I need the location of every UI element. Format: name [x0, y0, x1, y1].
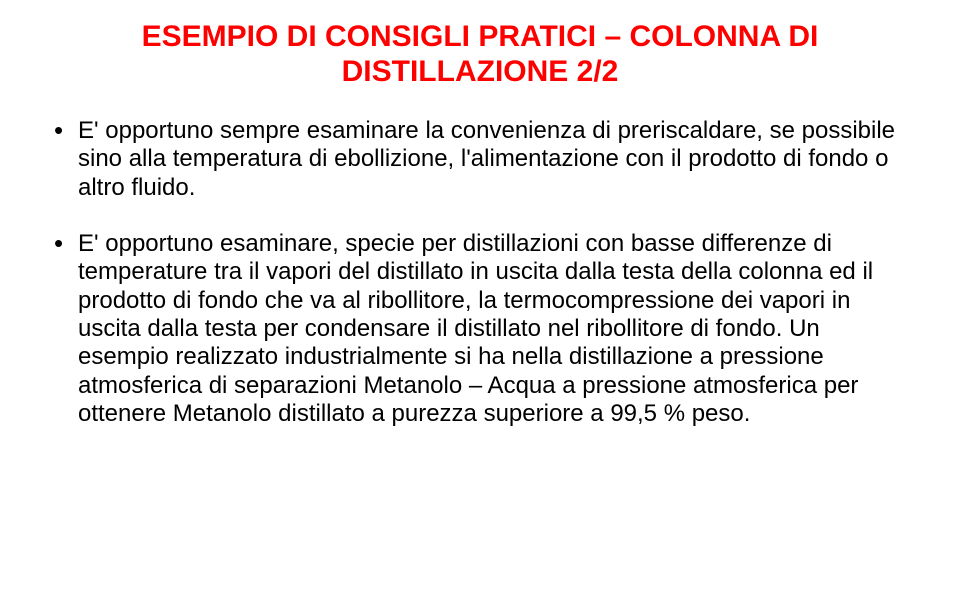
- list-item: E' opportuno esaminare, specie per disti…: [48, 230, 912, 428]
- page-title: ESEMPIO DI CONSIGLI PRATICI – COLONNA DI…: [48, 20, 912, 89]
- list-item: E' opportuno sempre esaminare la conveni…: [48, 117, 912, 202]
- title-line-2: DISTILLAZIONE 2/2: [48, 55, 912, 90]
- document-page: ESEMPIO DI CONSIGLI PRATICI – COLONNA DI…: [0, 0, 960, 606]
- bullet-text: E' opportuno esaminare, specie per disti…: [78, 230, 912, 428]
- bullet-list: E' opportuno sempre esaminare la conveni…: [48, 117, 912, 428]
- bullet-text: E' opportuno sempre esaminare la conveni…: [78, 117, 912, 202]
- title-line-1: ESEMPIO DI CONSIGLI PRATICI – COLONNA DI: [48, 20, 912, 55]
